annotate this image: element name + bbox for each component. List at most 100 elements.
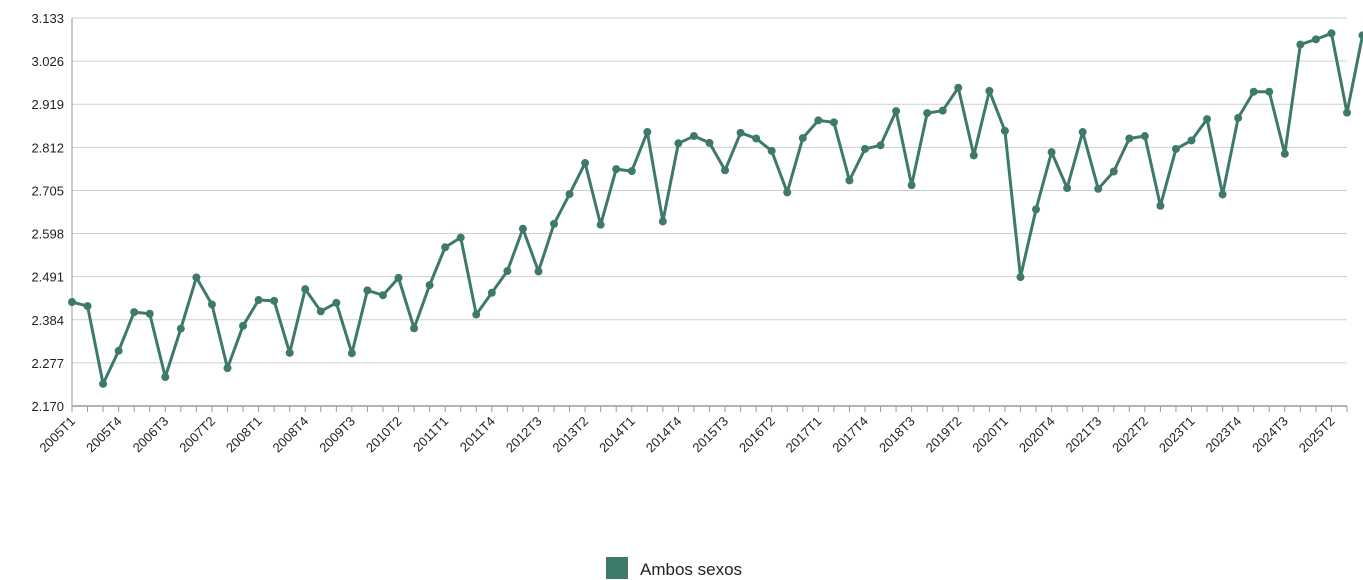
data-point — [752, 134, 761, 143]
data-point — [145, 309, 154, 318]
data-point — [969, 151, 978, 160]
data-point — [1063, 184, 1072, 193]
x-tick-label: 2011T4 — [457, 414, 498, 455]
data-point — [1296, 40, 1305, 49]
x-tick-label: 2014T1 — [596, 414, 638, 456]
data-point — [456, 233, 465, 242]
data-point — [814, 116, 823, 125]
data-point — [876, 141, 885, 150]
data-point — [1203, 115, 1212, 124]
data-point — [1047, 148, 1056, 157]
data-point — [1109, 167, 1118, 176]
data-point — [907, 181, 916, 190]
data-point — [798, 134, 807, 143]
data-point — [394, 273, 403, 282]
x-tick-label: 2007T2 — [176, 414, 218, 456]
x-tick-label: 2011T1 — [410, 414, 451, 455]
y-tick-label: 2.598 — [31, 227, 64, 242]
x-tick-label: 2016T2 — [736, 414, 778, 456]
data-point — [1249, 87, 1258, 96]
data-point — [518, 224, 527, 233]
grid-lines — [72, 17, 1347, 407]
x-tick-label: 2024T3 — [1249, 414, 1291, 456]
data-point — [316, 307, 325, 316]
x-tick-label: 2009T3 — [316, 414, 358, 456]
data-point — [441, 243, 450, 252]
data-point — [565, 190, 574, 199]
data-point — [1311, 35, 1320, 44]
data-point — [1078, 128, 1087, 137]
data-point — [643, 128, 652, 137]
x-tick-label: 2012T3 — [503, 414, 545, 456]
x-tick-label: 2017T4 — [829, 414, 871, 456]
y-axis: 3.133 3.026 2.919 2.812 2.705 2.598 2.491 2.384… — [31, 11, 73, 414]
data-point — [674, 139, 683, 148]
data-point — [301, 285, 310, 294]
data-point — [892, 107, 901, 116]
x-tick-label: 2020T1 — [969, 414, 1011, 456]
x-tick-label: 2014T4 — [643, 414, 685, 456]
data-point — [860, 144, 869, 153]
x-tick-label: 2021T3 — [1063, 414, 1105, 456]
legend: Ambos sexos — [606, 557, 742, 579]
data-point — [721, 166, 730, 175]
data-point — [378, 291, 387, 300]
data-point — [658, 217, 667, 226]
series-line — [71, 31, 1363, 386]
y-tick-label: 2.277 — [31, 356, 64, 371]
x-tick-label: 2023T1 — [1156, 414, 1198, 456]
data-point — [161, 372, 170, 381]
data-point — [1218, 190, 1227, 199]
data-point — [1140, 132, 1149, 141]
x-axis: 2005T1 2005T4 2006T3 2007T2 2008T1 2008T4 2009… — [36, 405, 1348, 456]
data-point — [83, 302, 92, 311]
data-point — [425, 281, 434, 290]
data-point — [829, 118, 838, 127]
data-point — [1343, 108, 1351, 117]
data-point — [1234, 113, 1243, 122]
x-tick-label: 2006T3 — [130, 414, 172, 456]
data-point — [176, 324, 185, 333]
data-point — [99, 379, 108, 388]
data-point — [363, 286, 372, 295]
data-point — [239, 321, 248, 330]
x-tick-label: 2008T1 — [223, 414, 265, 456]
data-point — [736, 128, 745, 137]
data-point — [347, 349, 356, 358]
data-point — [503, 267, 512, 276]
data-point — [1000, 126, 1009, 135]
series-ambos-sexos — [68, 29, 1363, 388]
x-tick-label: 2025T2 — [1296, 414, 1338, 456]
data-point — [550, 219, 559, 228]
data-point — [472, 310, 481, 319]
y-tick-label: 2.919 — [31, 97, 64, 112]
x-tick-label: 2005T1 — [36, 414, 78, 456]
data-point — [1171, 144, 1180, 153]
data-point — [114, 346, 123, 355]
data-point — [627, 167, 636, 176]
data-point — [596, 220, 605, 229]
data-point — [581, 159, 590, 168]
x-tick-label: 2020T4 — [1016, 414, 1058, 456]
data-point — [192, 273, 201, 282]
x-tick-label: 2005T4 — [83, 414, 125, 456]
data-point — [954, 83, 963, 92]
data-point — [1265, 87, 1274, 96]
data-point — [410, 324, 419, 333]
x-tick-label: 2019T2 — [923, 414, 965, 456]
data-point — [285, 348, 294, 357]
data-point — [68, 298, 76, 307]
data-point — [985, 86, 994, 95]
data-point — [612, 165, 621, 174]
data-point — [705, 138, 714, 147]
data-point — [845, 176, 854, 185]
y-tick-label: 2.705 — [31, 183, 64, 198]
data-point — [270, 296, 279, 305]
y-tick-label: 2.812 — [31, 140, 64, 155]
data-point — [1016, 273, 1025, 282]
x-tick-label: 2022T2 — [1109, 414, 1151, 456]
data-point — [1094, 184, 1103, 193]
data-point — [1280, 149, 1289, 158]
x-tick-label: 2015T3 — [689, 414, 731, 456]
